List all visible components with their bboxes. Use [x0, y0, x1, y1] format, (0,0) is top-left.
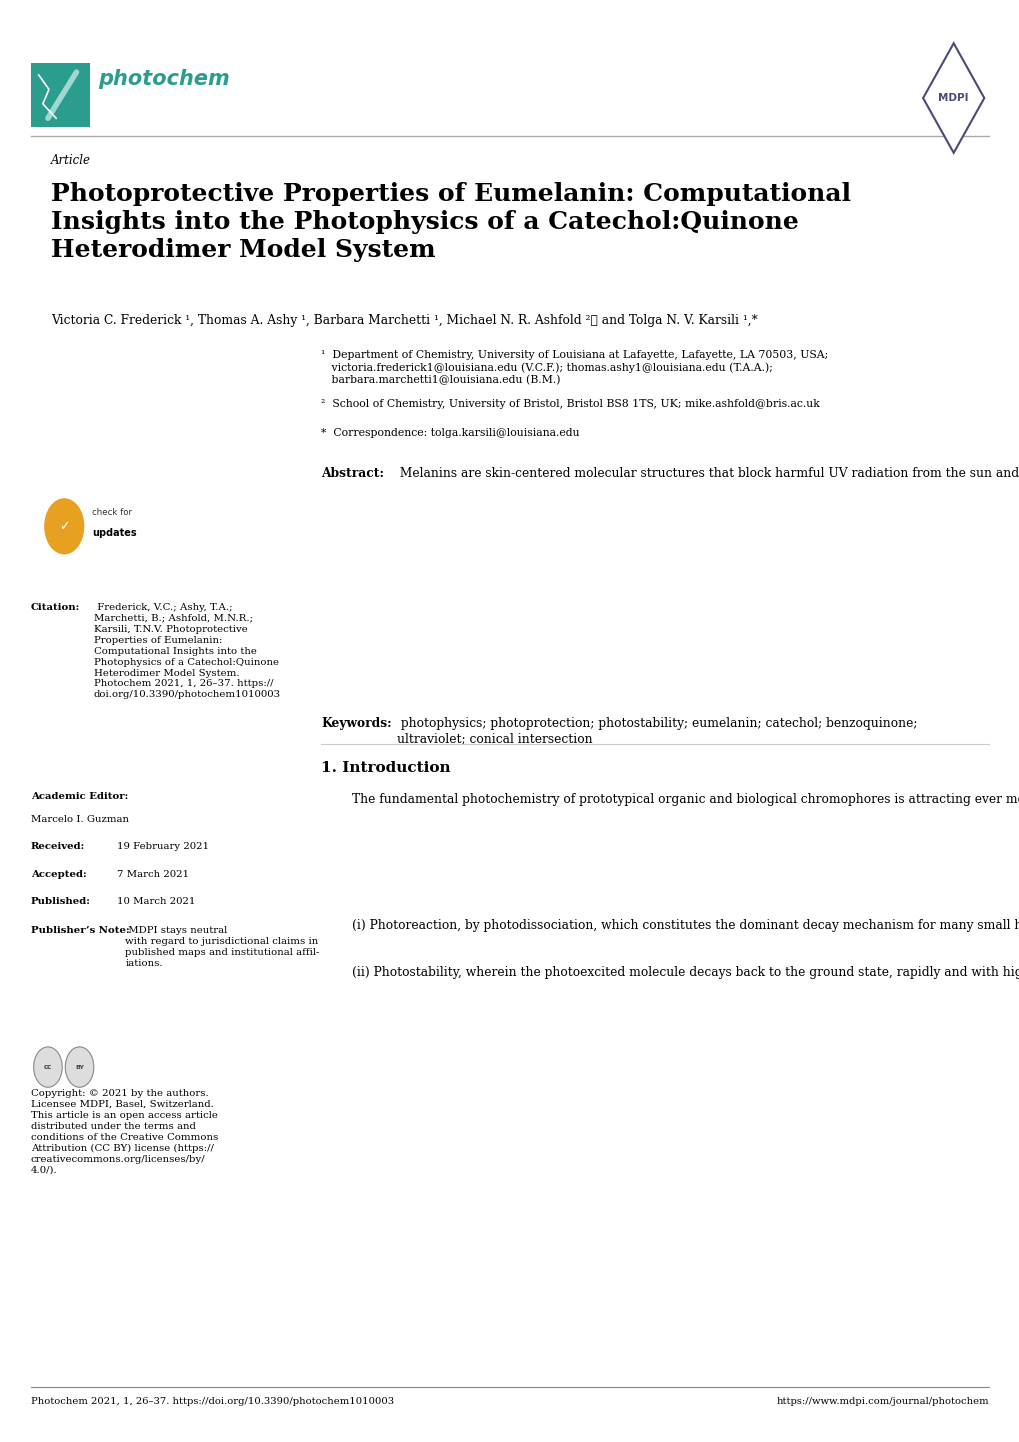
Text: (i) Photoreaction, by photodissociation, which constitutes the dominant decay me: (i) Photoreaction, by photodissociation,…	[321, 919, 1019, 932]
Text: 7 March 2021: 7 March 2021	[117, 870, 190, 878]
Text: 1. Introduction: 1. Introduction	[321, 761, 450, 776]
Text: Academic Editor:: Academic Editor:	[31, 792, 127, 800]
Text: cc: cc	[44, 1064, 52, 1070]
Text: Copyright: © 2021 by the authors.
Licensee MDPI, Basel, Switzerland.
This articl: Copyright: © 2021 by the authors. Licens…	[31, 1089, 218, 1175]
Text: MDPI stays neutral
with regard to jurisdictional claims in
published maps and in: MDPI stays neutral with regard to jurisd…	[125, 926, 320, 968]
Text: Accepted:: Accepted:	[31, 870, 87, 878]
Text: 19 February 2021: 19 February 2021	[117, 842, 209, 851]
Text: MDPI: MDPI	[937, 94, 968, 102]
FancyBboxPatch shape	[31, 63, 90, 127]
Text: Photochem 2021, 1, 26–37. https://doi.org/10.3390/photochem1010003: Photochem 2021, 1, 26–37. https://doi.or…	[31, 1397, 393, 1406]
Text: Citation:: Citation:	[31, 603, 79, 611]
Text: Abstract:: Abstract:	[321, 467, 384, 480]
Text: updates: updates	[92, 528, 137, 538]
Text: ²  School of Chemistry, University of Bristol, Bristol BS8 1TS, UK; mike.ashfold: ² School of Chemistry, University of Bri…	[321, 399, 819, 410]
Text: photophysics; photoprotection; photostability; eumelanin; catechol; benzoquinone: photophysics; photoprotection; photostab…	[396, 717, 916, 746]
Text: (ii) Photostability, wherein the photoexcited molecule decays back to the ground: (ii) Photostability, wherein the photoex…	[321, 966, 1019, 979]
Text: BY: BY	[75, 1064, 84, 1070]
Text: Keywords:: Keywords:	[321, 717, 391, 730]
Text: 10 March 2021: 10 March 2021	[117, 897, 196, 906]
Text: Article: Article	[51, 154, 91, 167]
Text: Published:: Published:	[31, 897, 91, 906]
Circle shape	[65, 1047, 94, 1087]
Text: Victoria C. Frederick ¹, Thomas A. Ashy ¹, Barbara Marchetti ¹, Michael N. R. As: Victoria C. Frederick ¹, Thomas A. Ashy …	[51, 314, 757, 327]
Text: check for: check for	[92, 508, 131, 516]
Polygon shape	[922, 43, 983, 153]
Text: Photoprotective Properties of Eumelanin: Computational
Insights into the Photoph: Photoprotective Properties of Eumelanin:…	[51, 182, 850, 262]
Text: https://www.mdpi.com/journal/photochem: https://www.mdpi.com/journal/photochem	[776, 1397, 988, 1406]
Text: The fundamental photochemistry of prototypical organic and biological chromophor: The fundamental photochemistry of protot…	[321, 793, 1019, 806]
Text: Received:: Received:	[31, 842, 85, 851]
Text: ¹  Department of Chemistry, University of Louisiana at Lafayette, Lafayette, LA : ¹ Department of Chemistry, University of…	[321, 350, 827, 385]
Text: ✓: ✓	[59, 519, 69, 534]
Text: Publisher’s Note:: Publisher’s Note:	[31, 926, 129, 934]
Circle shape	[45, 499, 84, 554]
Text: Marcelo I. Guzman: Marcelo I. Guzman	[31, 815, 128, 823]
Text: Frederick, V.C.; Ashy, T.A.;
Marchetti, B.; Ashfold, M.N.R.;
Karsili, T.N.V. Pho: Frederick, V.C.; Ashy, T.A.; Marchetti, …	[94, 603, 280, 699]
Text: photochem: photochem	[98, 69, 229, 89]
Text: *  Correspondence: tolga.karsili@louisiana.edu: * Correspondence: tolga.karsili@louisian…	[321, 428, 580, 438]
Circle shape	[34, 1047, 62, 1087]
Text: Melanins are skin-centered molecular structures that block harmful UV radiation : Melanins are skin-centered molecular str…	[395, 467, 1019, 480]
